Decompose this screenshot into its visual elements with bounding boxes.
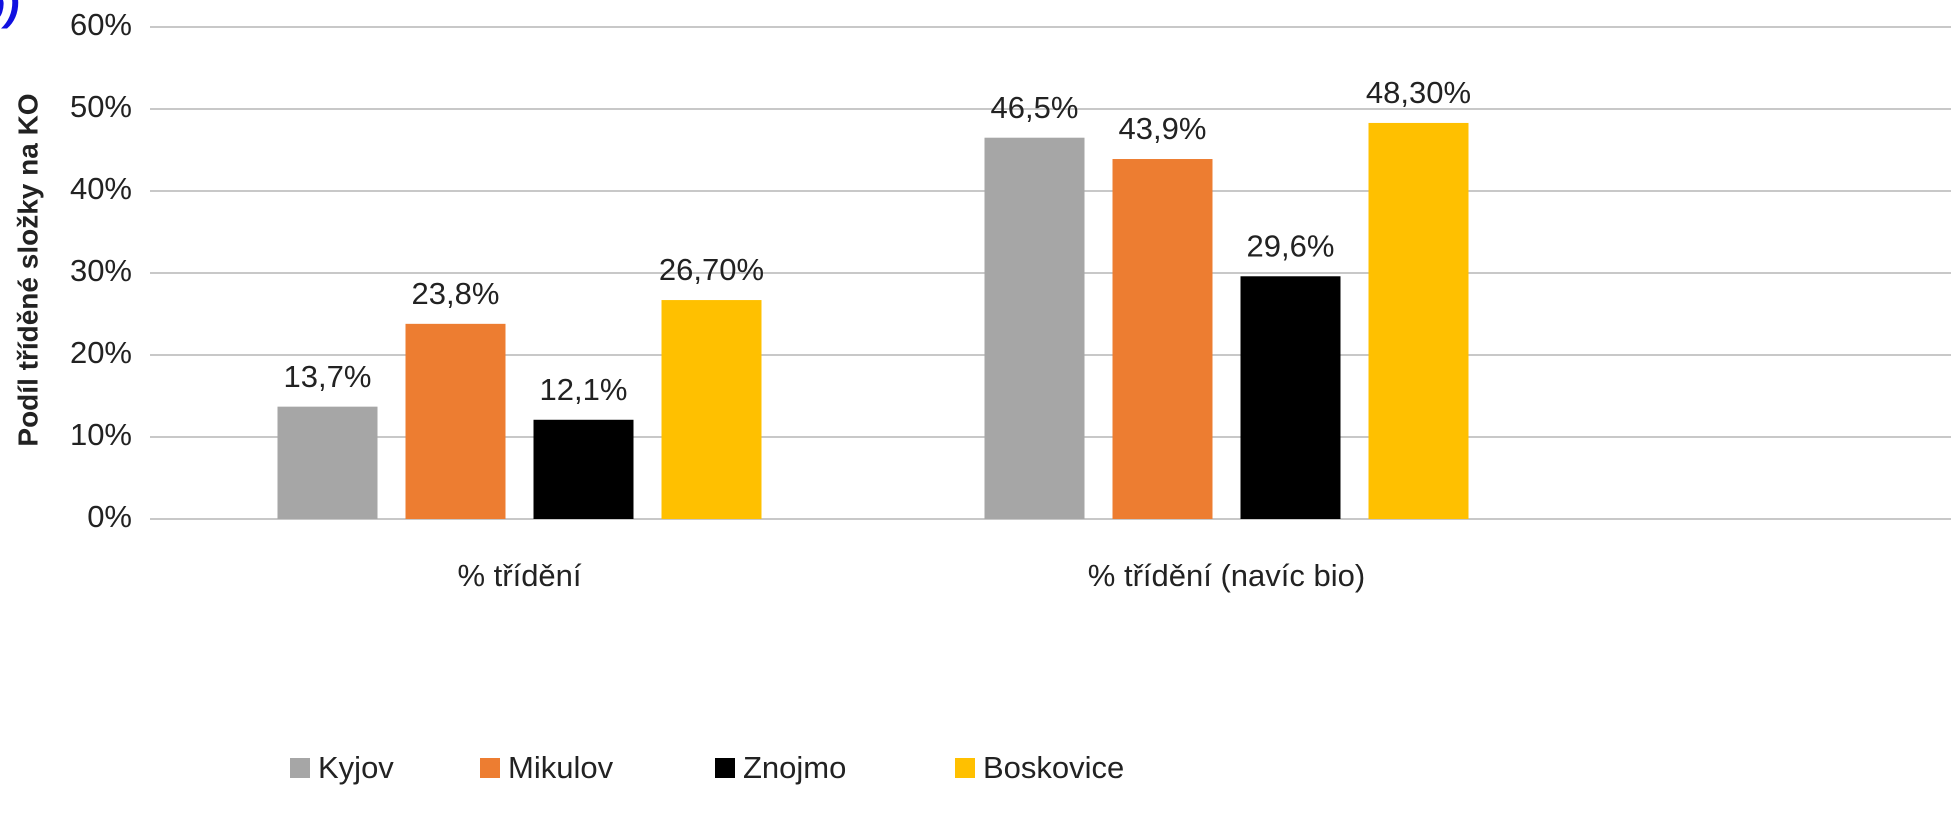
bar: [661, 300, 762, 519]
legend-label: Znojmo: [743, 750, 846, 785]
data-label: 46,5%: [991, 90, 1079, 125]
legend-label: Mikulov: [508, 750, 614, 785]
bar: [277, 406, 378, 519]
y-axis-label: Podíl tříděné složky na KO: [12, 93, 43, 446]
x-tick-label: % třídění: [457, 558, 581, 593]
legend-swatch: [290, 758, 310, 778]
bar: [1240, 276, 1341, 519]
bar: [533, 419, 634, 519]
panel-label: b): [0, 0, 20, 30]
x-tick-label: % třídění (navíc bio): [1088, 558, 1365, 593]
y-tick-label: 0%: [87, 499, 132, 534]
legend-swatch: [480, 758, 500, 778]
y-tick-label: 60%: [70, 7, 132, 42]
y-tick-label: 40%: [70, 171, 132, 206]
y-tick-label: 50%: [70, 89, 132, 124]
data-label: 43,9%: [1119, 111, 1207, 146]
bar: [1112, 159, 1213, 519]
bar: [405, 323, 506, 519]
y-tick-label: 10%: [70, 417, 132, 452]
y-tick-label: 20%: [70, 335, 132, 370]
data-label: 13,7%: [284, 359, 372, 394]
bar: [1368, 122, 1469, 519]
bar: [984, 137, 1085, 519]
legend-swatch: [715, 758, 735, 778]
y-tick-label: 30%: [70, 253, 132, 288]
data-label: 29,6%: [1247, 228, 1335, 263]
data-label: 26,70%: [659, 252, 764, 287]
legend-label: Kyjov: [318, 750, 394, 785]
data-label: 23,8%: [412, 276, 500, 311]
legend-swatch: [955, 758, 975, 778]
data-label: 12,1%: [540, 372, 628, 407]
legend-label: Boskovice: [983, 750, 1124, 785]
data-label: 48,30%: [1366, 75, 1471, 110]
